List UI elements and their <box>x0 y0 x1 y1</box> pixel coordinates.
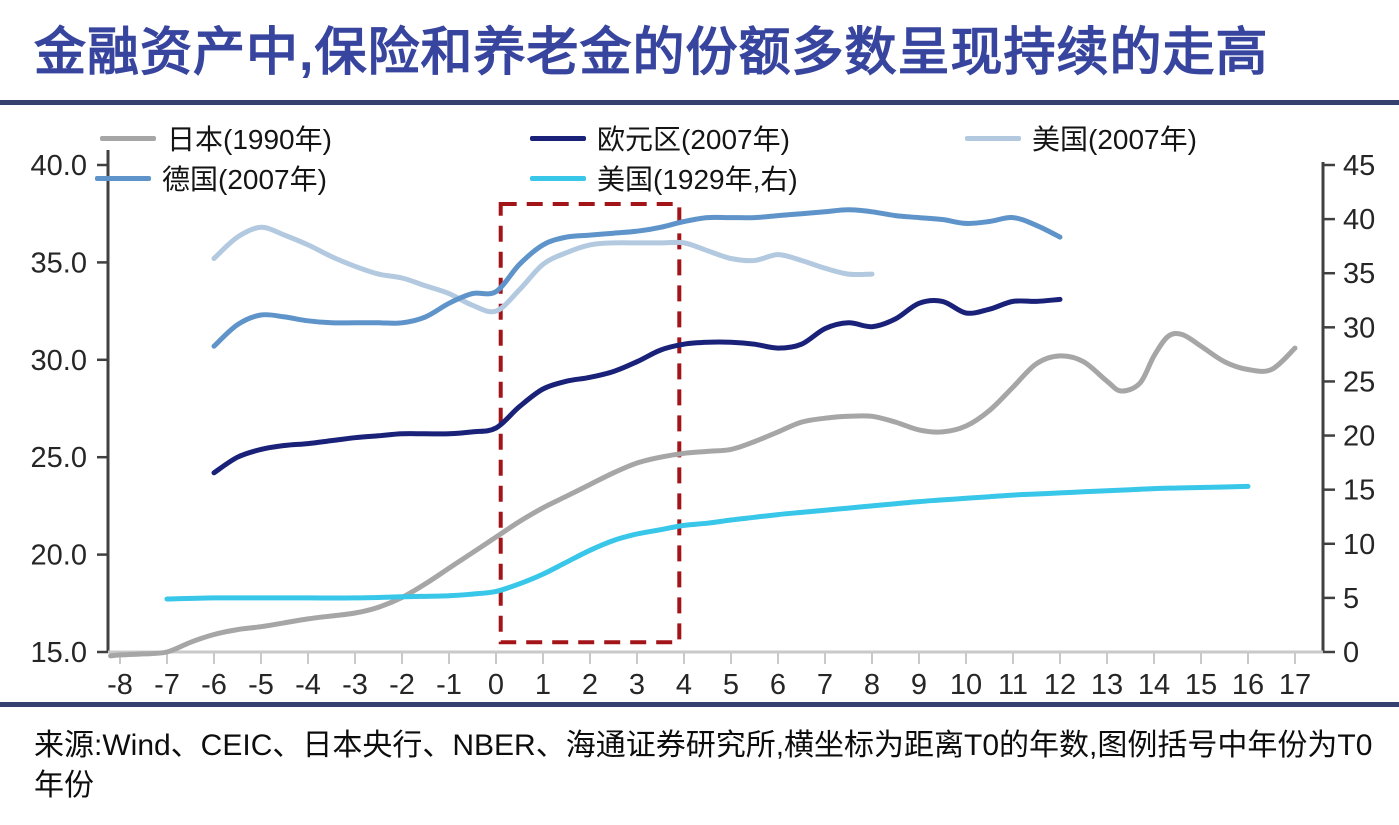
source-note: 来源:Wind、CEIC、日本央行、NBER、海通证券研究所,横坐标为距离T0的… <box>34 729 1373 802</box>
y-axis-right-label: 25 <box>1343 366 1375 398</box>
chart-legend: 日本(1990年) 欧元区(2007年) 美国(2007年) 德国(2007年) 美国(… <box>0 106 1399 206</box>
annotation-box <box>498 202 682 645</box>
x-axis-label: 0 <box>488 669 504 701</box>
legend-item-japan-1990: 日本(1990年) <box>100 118 332 158</box>
x-axis-label: -2 <box>389 669 415 701</box>
x-axis-label: -8 <box>107 669 133 701</box>
series-line-us-2007 <box>211 224 875 315</box>
x-axis-label: 11 <box>998 669 1028 701</box>
y-axis-right-label: 20 <box>1343 421 1375 453</box>
y-axis-left-label: 20.0 <box>31 540 87 572</box>
y-axis-right-label: 40 <box>1343 204 1375 236</box>
x-axis-label: 4 <box>676 669 692 701</box>
series-line-eurozone-2007 <box>211 296 1063 476</box>
x-axis-label: 9 <box>911 669 927 701</box>
footer-separator-line <box>0 702 1399 707</box>
y-axis-left-label: 35.0 <box>31 247 87 279</box>
x-axis-label: -7 <box>154 669 180 701</box>
x-axis-label: 5 <box>723 669 739 701</box>
y-axis-right-label: 5 <box>1343 583 1359 615</box>
x-axis-label: 1 <box>535 669 551 701</box>
x-axis-label: 15 <box>1185 669 1217 701</box>
legend-item-us-2007: 美国(2007年) <box>965 118 1197 158</box>
x-axis-label: 17 <box>1279 669 1311 701</box>
legend-item-germany-2007: 德国(2007年) <box>95 158 327 198</box>
x-axis-label: 3 <box>629 669 645 701</box>
y-axis-left-label: 25.0 <box>31 442 87 474</box>
y-axis-right-label: 10 <box>1343 529 1375 561</box>
series-line-us-1929 <box>164 483 1251 602</box>
legend-swatch-us-2007 <box>965 135 1021 141</box>
x-axis-label: -6 <box>201 669 227 701</box>
x-axis-label: 6 <box>770 669 786 701</box>
y-axis-left-label: 40.0 <box>31 150 87 182</box>
y-axis-right-label: 35 <box>1343 258 1375 290</box>
x-axis-label: 14 <box>1138 669 1170 701</box>
x-axis-label: 13 <box>1091 669 1123 701</box>
x-axis-label: -3 <box>342 669 368 701</box>
legend-item-us-1929: 美国(1929年,右) <box>530 158 798 198</box>
x-axis-label: -4 <box>295 669 321 701</box>
series-line-japan-1990 <box>108 330 1298 659</box>
y-axis-left-label: 15.0 <box>31 637 87 669</box>
y-axis-left-label: 30.0 <box>31 345 87 377</box>
legend-swatch-us-1929 <box>530 175 586 181</box>
chart-canvas: 15.020.025.030.035.040.00510152025303540… <box>31 150 1375 701</box>
chart-title: 金融资产中,保险和养老金的份额多数呈现持续的走高 <box>34 24 1269 82</box>
y-axis-right-label: 45 <box>1343 150 1375 182</box>
chart-area: 15.0 20.0 25.0 30.0 35.0 40.0 0 5 10 15 20 25 30 35 40… <box>0 106 1399 702</box>
legend-label-japan-1990: 日本(1990年) <box>167 124 332 155</box>
x-axis-label: 8 <box>864 669 880 701</box>
legend-label-germany-2007: 德国(2007年) <box>162 164 327 195</box>
x-axis-label: 16 <box>1232 669 1264 701</box>
legend-label-us-1929: 美国(1929年,右) <box>597 164 798 195</box>
legend-label-eurozone-2007: 欧元区(2007年) <box>597 124 790 155</box>
x-axis-label: 10 <box>950 669 982 701</box>
y-axis-right-label: 0 <box>1343 637 1359 669</box>
legend-swatch-eurozone-2007 <box>530 135 586 141</box>
legend-item-eurozone-2007: 欧元区(2007年) <box>530 118 790 158</box>
y-axis-right-label: 30 <box>1343 312 1375 344</box>
x-axis-label: 12 <box>1044 669 1076 701</box>
x-axis-label: -5 <box>248 669 274 701</box>
x-axis-label: 7 <box>817 669 833 701</box>
x-axis-label: -1 <box>436 669 462 701</box>
legend-swatch-japan-1990 <box>100 135 156 141</box>
y-axis-right-label: 15 <box>1343 475 1375 507</box>
x-axis-label: 2 <box>582 669 598 701</box>
legend-swatch-germany-2007 <box>95 175 151 181</box>
series-line-germany-2007 <box>211 207 1063 349</box>
legend-label-us-2007: 美国(2007年) <box>1032 124 1197 155</box>
title-separator-line <box>0 100 1399 105</box>
